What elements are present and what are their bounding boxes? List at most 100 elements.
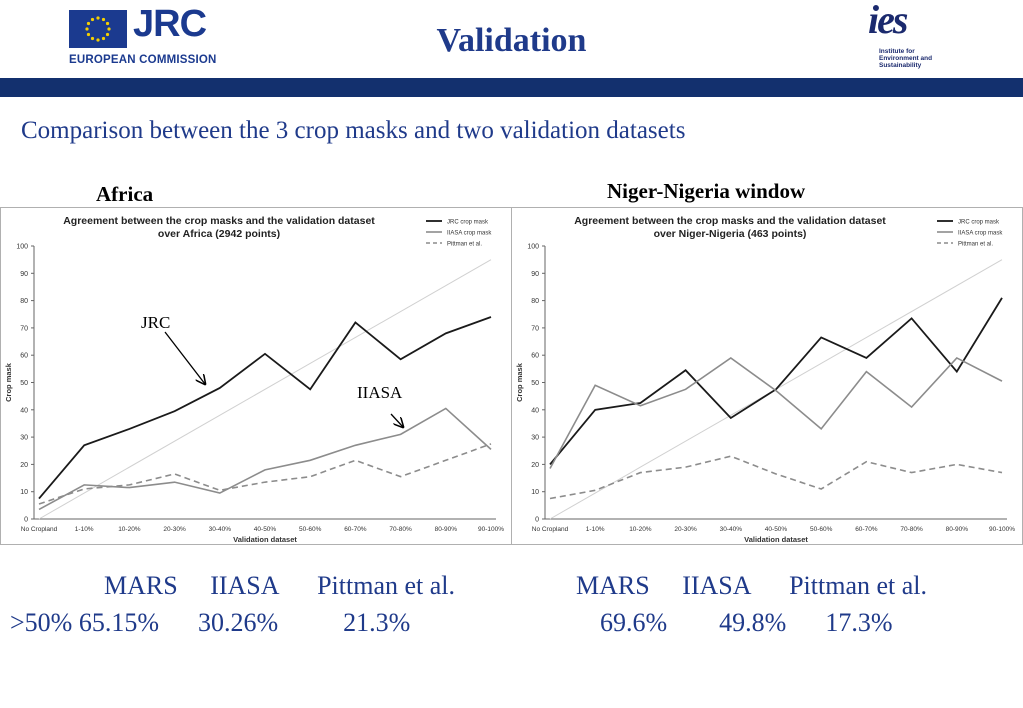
eu-star-icon bbox=[101, 36, 106, 41]
x-tick-label: 50-60% bbox=[810, 526, 833, 533]
y-tick-label: 100 bbox=[16, 244, 28, 251]
ies-logo: ies Institute for Environment and Sustai… bbox=[868, 0, 959, 76]
x-tick-label: 70-80% bbox=[389, 526, 412, 533]
header-band bbox=[0, 78, 1023, 97]
eu-star-icon bbox=[90, 36, 95, 41]
y-tick-label: 20 bbox=[531, 462, 539, 469]
stats-values-right: 69.6% 49.8% 17.3% bbox=[600, 608, 892, 638]
ies-sub-line: Institute for bbox=[879, 48, 915, 55]
stats-values-right-text: 69.6% 49.8% 17.3% bbox=[600, 608, 893, 637]
chart-africa: Agreement between the crop masks and the… bbox=[0, 207, 512, 545]
ies-subtitle: Institute for Environment and Sustainabi… bbox=[879, 48, 959, 69]
legend-label: IIASA crop mask bbox=[447, 231, 492, 237]
eu-star-icon bbox=[86, 32, 91, 37]
legend-label: Pittman et al. bbox=[958, 242, 993, 248]
x-tick-label: 40-50% bbox=[254, 526, 277, 533]
x-tick-label: 30-40% bbox=[209, 526, 232, 533]
slide-subtitle: Comparison between the 3 crop masks and … bbox=[21, 117, 686, 144]
series-line-iiasa-crop-mask bbox=[549, 356, 1003, 469]
x-tick-label: 1-10% bbox=[75, 526, 94, 533]
x-tick-label: 80-90% bbox=[946, 526, 969, 533]
y-tick-label: 70 bbox=[20, 325, 28, 332]
y-tick-label: 50 bbox=[20, 380, 28, 387]
chart-africa-svg: Agreement between the crop masks and the… bbox=[4, 215, 504, 544]
y-axis-label: Crop mask bbox=[4, 362, 13, 402]
y-tick-label: 90 bbox=[20, 271, 28, 278]
eu-flag-icon bbox=[69, 10, 127, 48]
x-tick-label: 60-70% bbox=[344, 526, 367, 533]
stats-values-left-text: >50% 65.15% 30.26% 21.3% bbox=[10, 608, 411, 637]
y-tick-label: 80 bbox=[531, 298, 539, 305]
x-tick-label: 10-20% bbox=[629, 526, 652, 533]
annotation-arrow bbox=[164, 331, 205, 384]
y-tick-label: 60 bbox=[20, 353, 28, 360]
x-tick-label: 20-30% bbox=[163, 526, 186, 533]
x-tick-label: 1-10% bbox=[586, 526, 605, 533]
x-axis-label: Validation dataset bbox=[744, 535, 808, 544]
jrc-logo: JRC EUROPEAN COMMISSION bbox=[69, 3, 216, 71]
y-tick-label: 20 bbox=[20, 462, 28, 469]
eu-star-icon bbox=[105, 21, 110, 26]
ies-sub-line: Environment and bbox=[879, 55, 933, 62]
x-axis-label: Validation dataset bbox=[233, 535, 297, 544]
y-tick-label: 30 bbox=[531, 435, 539, 442]
eu-star-icon bbox=[96, 16, 100, 20]
chart-niger-nigeria: Agreement between the crop masks and the… bbox=[511, 207, 1023, 545]
legend-label: JRC crop mask bbox=[958, 220, 1000, 226]
eu-star-icon bbox=[86, 21, 91, 26]
annotation-arrow bbox=[390, 413, 403, 427]
chart-title: over Africa (2942 points) bbox=[158, 228, 280, 240]
x-tick-label: No Cropland bbox=[532, 526, 569, 533]
series-line-pittman-et-al- bbox=[38, 443, 492, 505]
y-tick-label: 10 bbox=[531, 489, 539, 496]
reference-diagonal-line bbox=[38, 259, 492, 520]
y-tick-label: 50 bbox=[531, 380, 539, 387]
y-tick-label: 40 bbox=[531, 407, 539, 414]
y-tick-label: 0 bbox=[24, 517, 28, 524]
region-label-niger-nigeria: Niger-Nigeria window bbox=[607, 179, 806, 203]
y-tick-label: 70 bbox=[531, 325, 539, 332]
x-tick-label: No Cropland bbox=[21, 526, 58, 533]
chart-plot-group: Agreement between the crop masks and the… bbox=[4, 215, 504, 544]
eu-star-icon bbox=[101, 17, 106, 22]
stats-header-left: MARS IIASA Pittman et al. bbox=[104, 571, 455, 601]
x-tick-label: 70-80% bbox=[900, 526, 923, 533]
x-tick-label: 30-40% bbox=[720, 526, 743, 533]
chart-plot-group: Agreement between the crop masks and the… bbox=[515, 215, 1015, 544]
stats-header-right-text: MARS IIASA Pittman et al. bbox=[576, 571, 928, 600]
region-label-africa: Africa bbox=[96, 182, 154, 206]
series-line-jrc-crop-mask bbox=[549, 297, 1003, 465]
series-line-iiasa-crop-mask bbox=[38, 407, 492, 511]
stats-values-left: >50% 65.15% 30.26% 21.3% bbox=[10, 608, 410, 638]
legend-label: IIASA crop mask bbox=[958, 231, 1003, 237]
ies-logo-text: ies bbox=[868, 0, 908, 42]
y-tick-label: 0 bbox=[535, 517, 539, 524]
series-line-pittman-et-al- bbox=[549, 455, 1003, 500]
x-tick-label: 90-100% bbox=[989, 526, 1015, 533]
chart-niger-nigeria-svg: Agreement between the crop masks and the… bbox=[515, 215, 1015, 544]
annotation-label: IIASA bbox=[357, 383, 403, 402]
x-tick-label: 40-50% bbox=[765, 526, 788, 533]
series-line-jrc-crop-mask bbox=[38, 316, 492, 500]
y-axis-label: Crop mask bbox=[515, 362, 524, 402]
eu-star-icon bbox=[96, 38, 100, 42]
eu-star-icon bbox=[90, 17, 95, 22]
chart-title: Agreement between the crop masks and the… bbox=[574, 215, 886, 227]
eu-star-icon bbox=[105, 32, 110, 37]
x-tick-label: 60-70% bbox=[855, 526, 878, 533]
y-tick-label: 30 bbox=[20, 435, 28, 442]
y-tick-label: 60 bbox=[531, 353, 539, 360]
legend-label: JRC crop mask bbox=[447, 220, 489, 226]
y-tick-label: 80 bbox=[20, 298, 28, 305]
y-tick-label: 100 bbox=[527, 244, 539, 251]
eu-star-icon bbox=[85, 27, 89, 31]
y-tick-label: 40 bbox=[20, 407, 28, 414]
x-tick-label: 20-30% bbox=[674, 526, 697, 533]
page-title: Validation bbox=[436, 22, 587, 59]
y-tick-label: 90 bbox=[531, 271, 539, 278]
legend-label: Pittman et al. bbox=[447, 242, 482, 248]
x-tick-label: 90-100% bbox=[478, 526, 504, 533]
x-tick-label: 50-60% bbox=[299, 526, 322, 533]
chart-title: over Niger-Nigeria (463 points) bbox=[654, 228, 807, 240]
x-tick-label: 80-90% bbox=[435, 526, 458, 533]
